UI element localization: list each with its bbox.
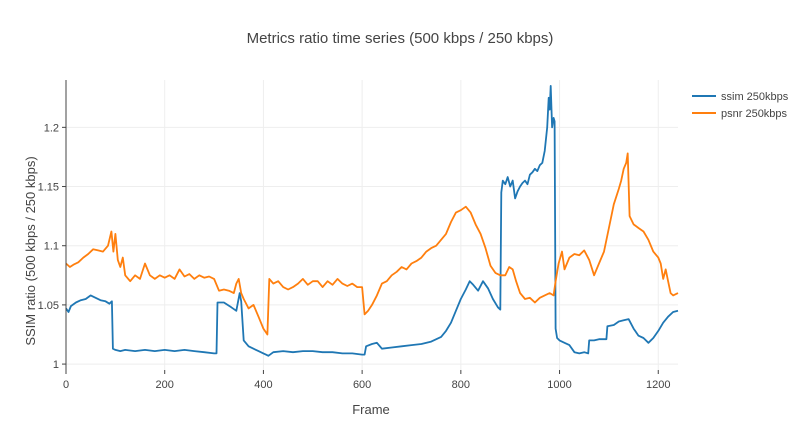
gridlines	[66, 80, 678, 370]
x-tick-label: 400	[254, 379, 272, 391]
x-tick-label: 1000	[547, 379, 571, 391]
series-lines	[65, 85, 679, 357]
legend: ssim 250kbps psnr 250kbps	[692, 91, 789, 120]
y-tick-label: 1.15	[38, 182, 59, 194]
legend-label: psnr 250kbps	[721, 108, 788, 120]
chart-title: Metrics ratio time series (500 kbps / 25…	[247, 30, 554, 47]
y-tick-label: 1.05	[38, 300, 59, 312]
y-tick-label: 1	[53, 359, 59, 371]
series-line-ssim	[65, 85, 679, 357]
x-axis-title: Frame	[352, 402, 390, 417]
plot-area: 0 200 400 600 800 1000 1200 1 1.05 1.1 1.15 1.2	[38, 80, 679, 391]
x-tick-label: 800	[452, 379, 470, 391]
series-line-psnr	[65, 152, 679, 336]
x-tick-label: 0	[63, 379, 69, 391]
x-tick-label: 200	[156, 379, 174, 391]
y-tick-label: 1.1	[44, 241, 59, 253]
legend-label: ssim 250kbps	[721, 91, 789, 103]
x-tick-label: 1200	[646, 379, 670, 391]
x-tick-label: 600	[353, 379, 371, 391]
y-tick-label: 1.2	[44, 122, 59, 134]
axes: 0 200 400 600 800 1000 1200 1 1.05 1.1 1.15 1.2	[38, 80, 671, 391]
y-axis-title: SSIM ratio (500 kbps / 250 kbps)	[23, 156, 38, 345]
